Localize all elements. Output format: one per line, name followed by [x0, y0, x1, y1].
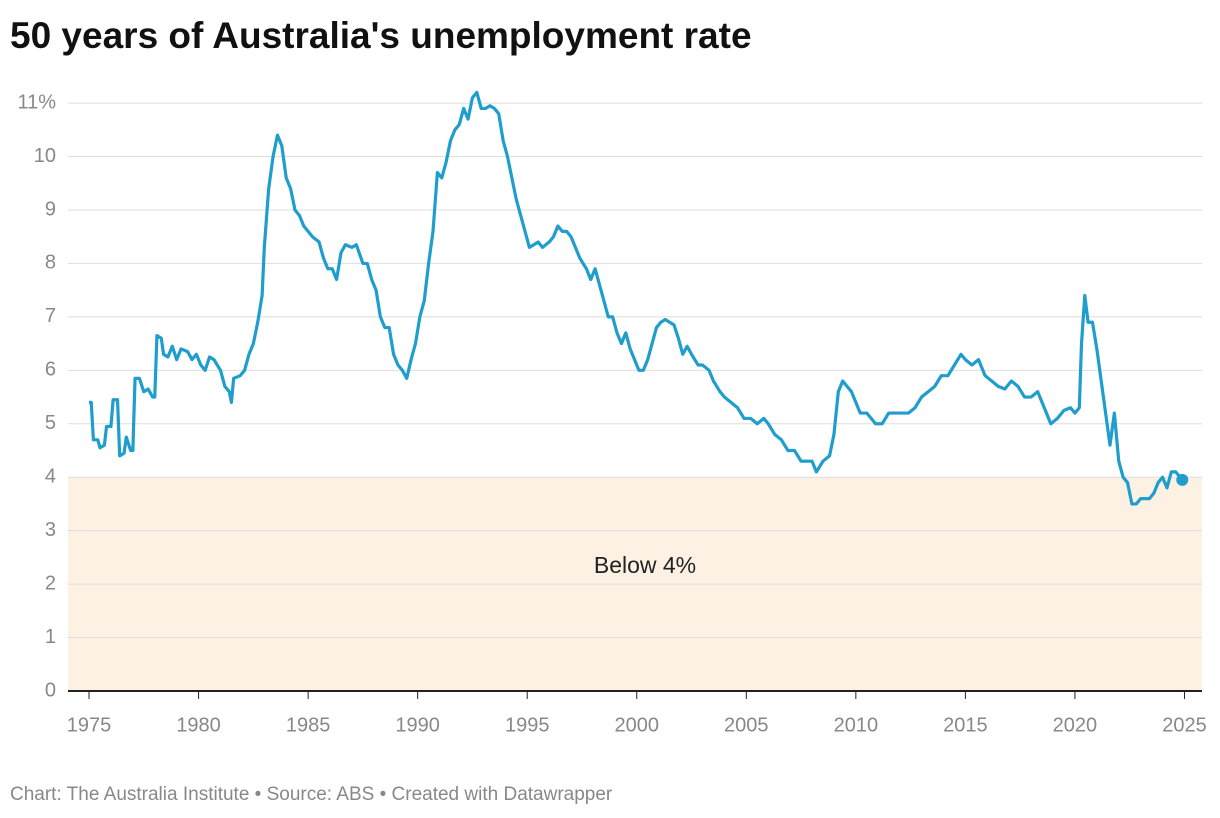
y-tick-label: 3 [45, 519, 56, 541]
y-tick-label: 1 [45, 626, 56, 648]
y-tick-label: 7 [45, 305, 56, 327]
y-tick-label: 10 [34, 145, 56, 167]
y-tick-label: 8 [45, 252, 56, 274]
y-tick-label: 11% [17, 91, 56, 113]
y-tick-label: 2 [45, 572, 56, 594]
x-tick-label: 2020 [1053, 714, 1098, 736]
x-tick-label: 2005 [724, 714, 769, 736]
band-label: Below 4% [594, 552, 696, 578]
end-marker [1176, 473, 1189, 486]
footer: Chart: The Australia Institute • Source:… [10, 784, 613, 805]
x-tick-label: 1975 [67, 714, 112, 736]
x-tick-label: 2015 [943, 714, 988, 736]
y-tick-label: 6 [45, 359, 56, 381]
x-tick-label: 1980 [176, 714, 221, 736]
x-tick-label: 1995 [505, 714, 550, 736]
y-tick-label: 5 [45, 412, 56, 434]
chart-title: 50 years of Australia's unemployment rat… [10, 15, 752, 56]
x-tick-label: 1985 [286, 714, 331, 736]
x-tick-label: 1990 [395, 714, 440, 736]
x-tick-label: 2010 [834, 714, 879, 736]
x-tick-label: 2000 [615, 714, 660, 736]
line [89, 90, 1184, 506]
y-tick-label: 0 [45, 679, 56, 701]
y-tick-label: 4 [45, 465, 56, 487]
x-tick-label: 2025 [1162, 714, 1207, 736]
y-tick-label: 9 [45, 198, 56, 220]
